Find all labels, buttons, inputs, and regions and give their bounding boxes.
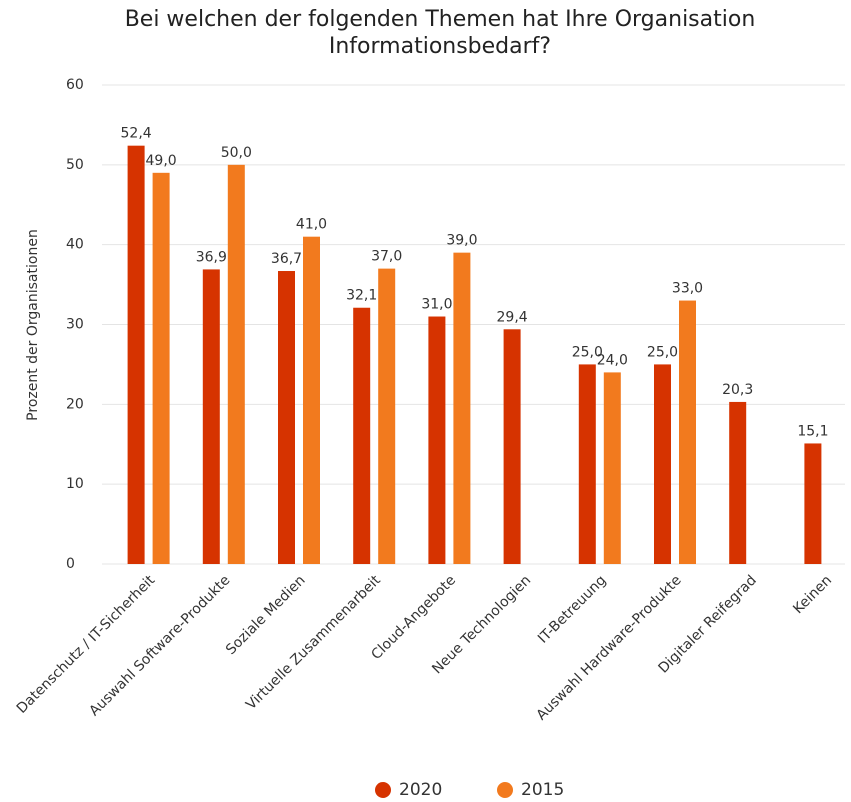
bar (152, 172, 170, 565)
x-tick-label: Datenschutz / IT-Sicherheit (14, 572, 159, 717)
value-label: 52,4 (121, 126, 152, 142)
bar (729, 401, 747, 564)
bar (428, 316, 446, 564)
legend-label: 2020 (399, 780, 442, 800)
x-tick-label: Soziale Medien (223, 572, 309, 658)
x-tick-label: IT-Betreuung (535, 572, 609, 646)
bar (127, 145, 145, 564)
value-label: 37,0 (371, 249, 402, 265)
y-tick-label: 40 (66, 237, 84, 253)
value-label: 25,0 (572, 344, 603, 360)
y-tick-label: 50 (66, 157, 84, 173)
bar (202, 269, 220, 564)
bar (353, 307, 371, 564)
bar (603, 372, 621, 564)
value-label: 31,0 (421, 297, 452, 313)
bar (378, 268, 396, 564)
x-tick-label: Virtuelle Zusammenarbeit (243, 572, 384, 713)
value-label: 24,0 (597, 352, 628, 368)
x-tick-label: Auswahl Software-Produkte (86, 572, 233, 719)
bar (804, 443, 822, 564)
chart-title: Bei welchen der folgenden Themen hat Ihr… (124, 7, 756, 59)
legend-marker (497, 782, 513, 798)
y-tick-label: 10 (66, 476, 84, 492)
bar (503, 329, 521, 564)
value-label: 49,0 (146, 153, 177, 169)
bar (578, 364, 596, 564)
bar (453, 252, 471, 564)
legend-marker (375, 782, 391, 798)
value-label: 36,9 (196, 249, 227, 265)
y-tick-label: 30 (66, 317, 84, 333)
value-label: 36,7 (271, 251, 302, 267)
y-tick-label: 20 (66, 396, 84, 412)
value-label: 39,0 (446, 233, 477, 249)
y-tick-label: 60 (66, 77, 84, 93)
value-label: 29,4 (497, 309, 528, 325)
bar (679, 300, 696, 564)
value-label: 15,1 (797, 423, 828, 439)
legend-label: 2015 (521, 780, 564, 800)
x-tick-label: Keinen (790, 572, 835, 617)
bar (654, 364, 671, 564)
value-label: 41,0 (296, 217, 327, 233)
x-tick-label: Auswahl Hardware-Produkte (533, 572, 684, 723)
bar (278, 271, 295, 564)
bar (303, 236, 320, 564)
value-label: 32,1 (346, 288, 377, 304)
value-label: 25,0 (647, 344, 678, 360)
value-label: 33,0 (672, 281, 703, 297)
bar (227, 164, 245, 565)
value-label: 50,0 (221, 145, 252, 161)
value-label: 20,3 (722, 382, 753, 398)
y-tick-label: 0 (66, 556, 75, 572)
y-axis-label: Prozent der Organisationen (25, 229, 41, 421)
